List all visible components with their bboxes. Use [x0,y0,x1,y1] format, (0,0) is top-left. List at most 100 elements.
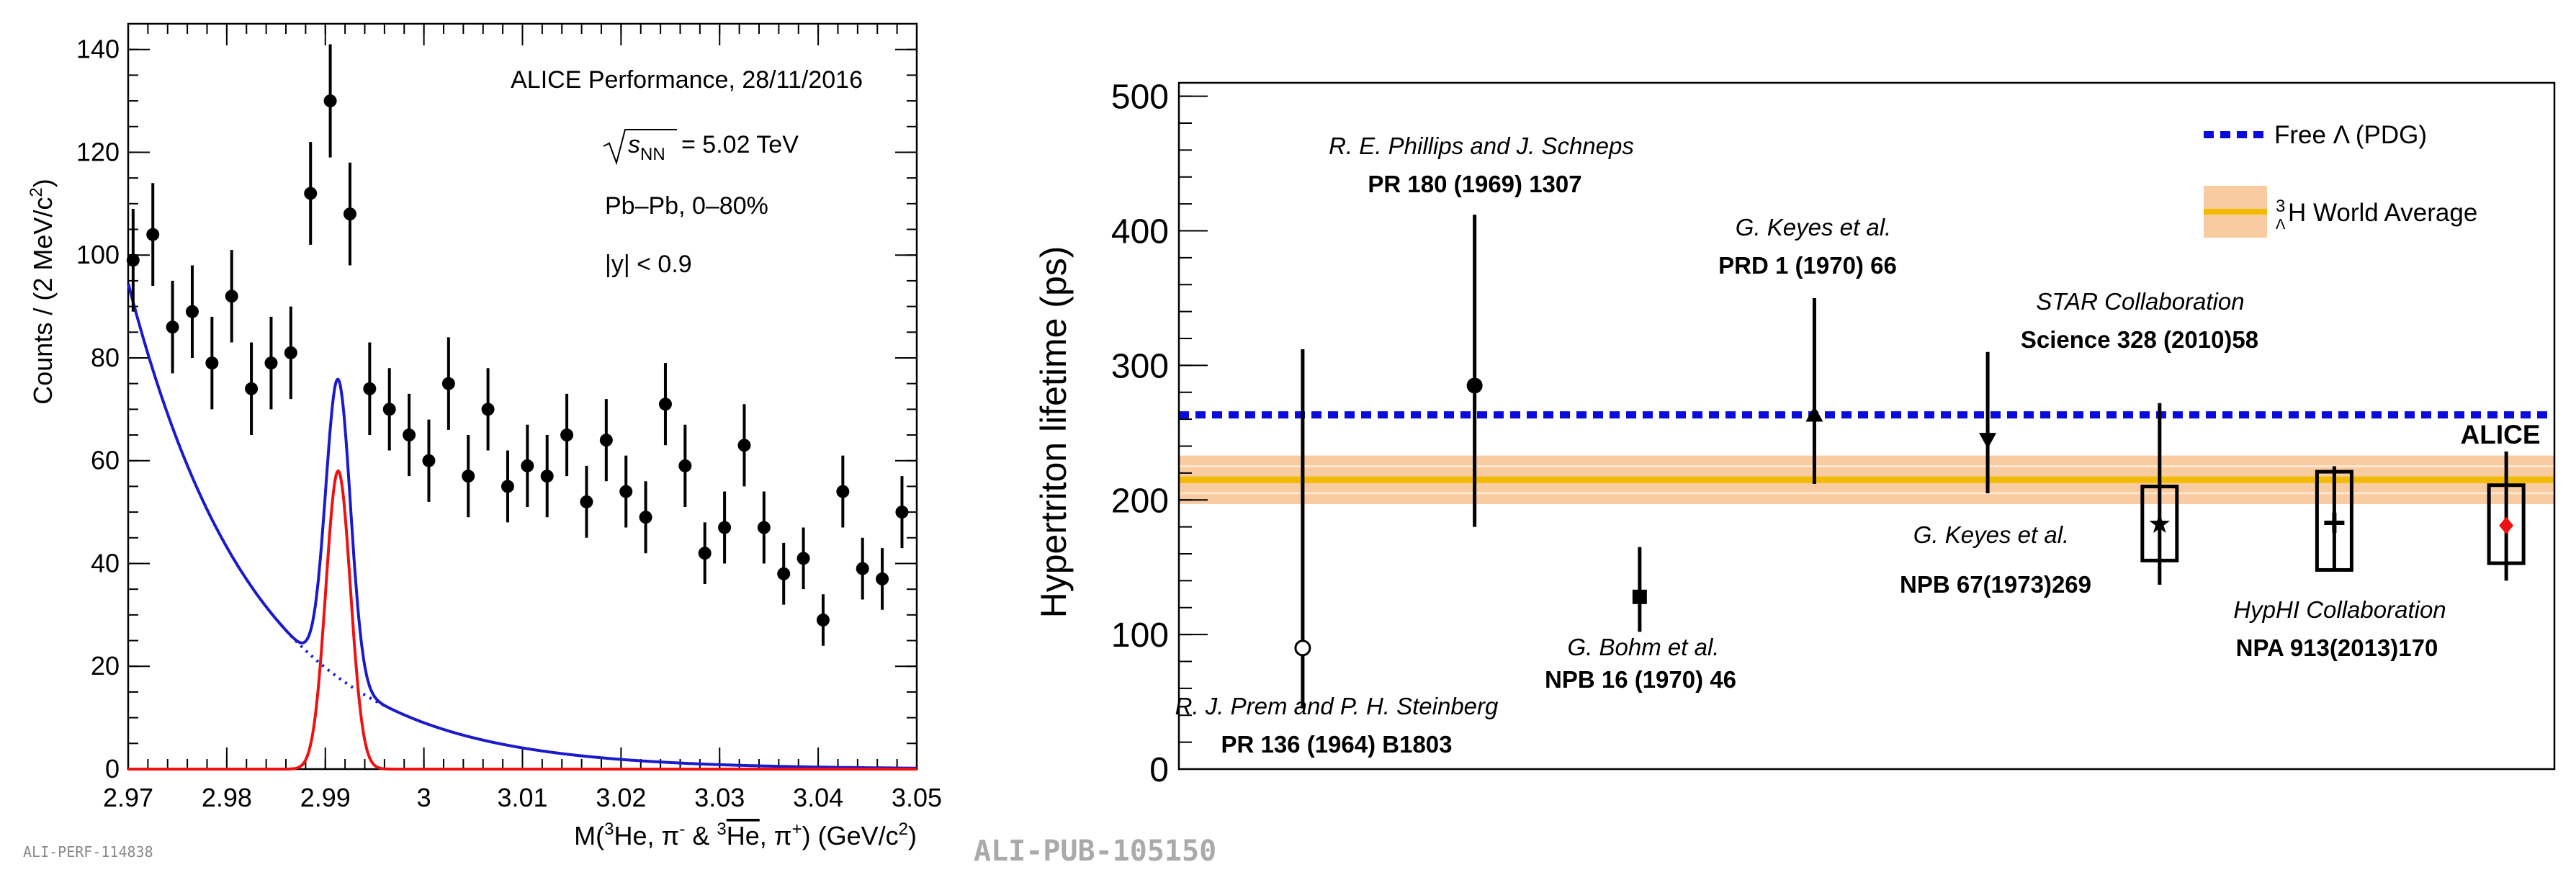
data-point [343,207,356,221]
data-point [540,470,554,483]
label-keyes2-name: G. Keyes et al. [1913,521,2069,548]
data-point [363,382,377,395]
x-tick-label: 3.05 [892,783,942,812]
x-tick-label: 3.03 [694,783,745,812]
data-point [264,356,278,370]
data-point [856,562,869,575]
data-point [816,614,830,627]
data-point [698,547,712,560]
background-fit-curve [279,624,395,712]
left-watermark: ALI-PERF-114838 [23,843,153,861]
label-prem-name: R. J. Prem and P. H. Steinberg [1175,693,1499,719]
measurement-marker [1466,377,1483,394]
measurement-marker [1805,405,1823,422]
xlabel-sup1: 3 [604,820,614,839]
y-tick-label: 80 [91,343,120,372]
data-point [560,428,574,442]
xlabel-close: ) [908,821,917,850]
label-hyphi-ref: NPA 913(2013)170 [2236,634,2438,661]
legend-band-sub: Λ [2276,217,2286,233]
nn-subscript: NN [640,145,665,164]
signal-fit-curve [128,469,917,771]
data-point [403,428,416,442]
left-xlabel: M(3He, π- & 3He, π+) (GeV/c2) [574,820,917,850]
measurement-marker [2499,516,2514,534]
measurement-marker [1632,589,1647,604]
data-point [304,187,318,200]
lifetime-measurements [1294,215,2526,709]
label-star-ref: Science 328 (2010)58 [2021,326,2258,353]
world-average-band [1179,455,2554,504]
measurement-syst-box [2140,485,2179,562]
data-point [323,94,337,108]
left-signal-fit [128,469,917,771]
xlabel-sup3: 3 [717,820,726,839]
data-point [225,289,238,303]
data-point [205,356,219,370]
x-tick-label: 3.04 [793,783,843,812]
label-phillips-name: R. E. Phillips and J. Schneps [1329,133,1634,159]
xlabel-post: , π [760,821,792,850]
data-point [146,228,160,241]
xlabel-he: He, π [614,821,679,850]
data-point [462,470,475,483]
data-point [245,382,259,395]
y-tick-label: 40 [91,548,120,578]
data-point [284,346,297,359]
right-plot-frame [1177,81,2556,771]
measurement-marker [2149,513,2171,533]
data-point [737,439,751,452]
right-axis-ticks: 0 100 200 300 400 500 [1111,78,1208,789]
rapidity-cut: |y| < 0.9 [605,251,692,278]
collision-system: Pb–Pb, 0–80% [605,192,768,220]
x-tick-label: 2.98 [202,783,252,812]
data-point [521,459,534,472]
measurement-marker [1979,433,1997,449]
ylabel-sq: 2 [27,187,46,197]
y-tick-label: 200 [1111,482,1169,520]
label-keyes2-ref: NPB 67(1973)269 [1900,571,2091,598]
x-tick-label: 3.02 [596,783,646,812]
y-tick-label: 120 [76,137,120,166]
data-point [422,454,436,467]
label-keyes1-ref: PRD 1 (1970) 66 [1718,252,1897,279]
figure-watermark: ALI-PUB-105150 [974,835,1216,868]
data-point [718,521,732,534]
label-bohm-name: G. Bohm et al. [1568,634,1720,660]
energy-value: = 5.02 TeV [681,131,799,158]
left-data-points [126,44,909,646]
data-point [757,521,771,534]
legend-band-label: H World Average [2288,199,2477,227]
data-point [836,485,850,498]
label-phillips-ref: PR 180 (1969) 1307 [1368,171,1581,197]
y-tick-label: 500 [1111,78,1169,117]
y-tick-label: 140 [76,35,120,64]
ylabel-main: Counts / (2 MeV/c [28,197,58,405]
left-axis-ticks: 2.97 2.98 2.99 3 3.01 3.02 3.03 3.04 3.05 0 20 40 60… [76,24,942,812]
legend-pdg-label: Free Λ (PDG) [2274,121,2427,149]
data-point [580,495,593,508]
measurement-syst-box [2487,483,2526,565]
left-background-fit [127,282,917,770]
label-alice: ALICE [2461,420,2541,449]
data-point [678,459,692,472]
y-tick-label: 100 [1111,616,1169,655]
y-tick-label: 100 [76,240,120,269]
x-tick-label: 2.99 [300,783,351,812]
label-keyes1-name: G. Keyes et al. [1736,214,1891,241]
left-title: ALICE Performance, 28/11/2016 [511,66,863,94]
xlabel-hebar: He [727,821,760,850]
xlabel-amp: & [685,821,717,850]
data-point [481,403,495,416]
data-point [876,572,889,585]
label-hyphi-name: HypHI Collaboration [2233,596,2446,623]
data-point [777,567,791,580]
sqrt-sign [603,129,677,166]
y-tick-label: 0 [105,754,120,784]
label-bohm-ref: NPB 16 (1970) 46 [1545,666,1736,693]
data-point [658,398,672,411]
ylabel-close: ) [28,179,58,187]
xlabel-pre: M( [574,821,604,850]
xlabel-unit: ) (GeV/c [802,821,899,850]
